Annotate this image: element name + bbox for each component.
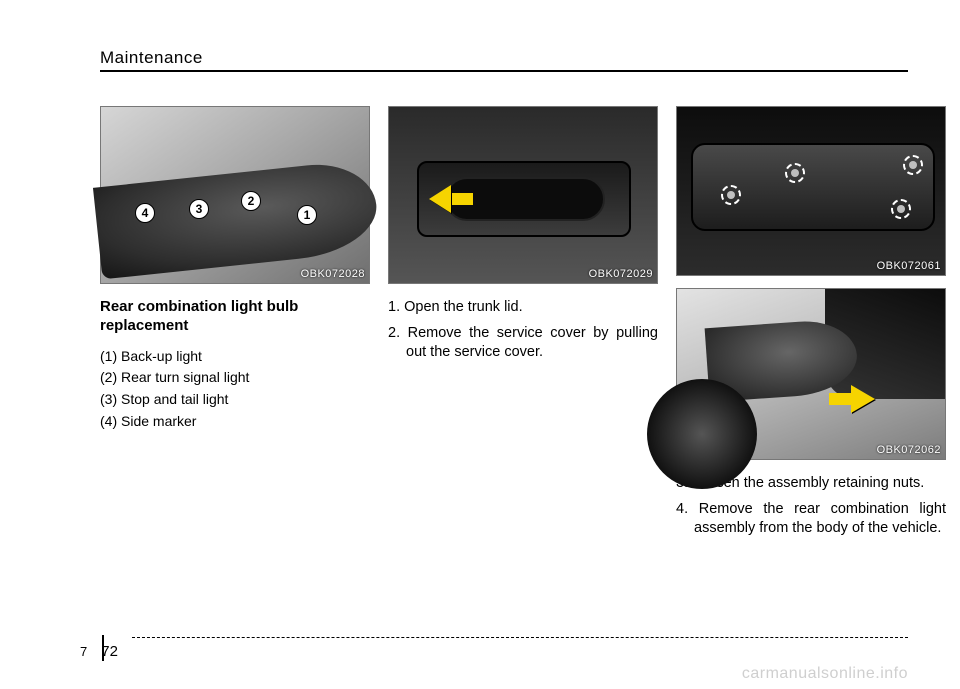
list-item: (4) Side marker — [100, 411, 370, 433]
figure-label: OBK072029 — [589, 268, 653, 280]
column-2: OBK072029 1. Open the trunk lid. 2. Remo… — [388, 106, 658, 545]
section-number: 7 — [74, 642, 93, 661]
step-2: 2. Remove the service cover by pulling o… — [388, 324, 658, 363]
step-1: 1. Open the trunk lid. — [388, 298, 658, 318]
nut-marker — [891, 199, 911, 219]
header-title: Maintenance — [100, 48, 908, 68]
content-columns: 1 2 3 4 OBK072028 Rear combination light… — [100, 106, 908, 545]
figure-service-cover: OBK072029 — [388, 106, 658, 284]
arrow-icon — [851, 385, 875, 413]
nut-marker — [721, 185, 741, 205]
steps-col2: 1. Open the trunk lid. 2. Remove the ser… — [388, 298, 658, 369]
figure-taillight: 1 2 3 4 OBK072028 — [100, 106, 370, 284]
parts-list: (1) Back-up light (2) Rear turn signal l… — [100, 346, 370, 433]
figure-trunk-inside: OBK072061 — [676, 106, 946, 276]
arrow-icon — [429, 185, 451, 213]
figure-label: OBK072062 — [877, 444, 941, 456]
watermark: carmanualsonline.info — [742, 665, 908, 683]
callout-4: 4 — [135, 203, 155, 223]
footer-rule — [132, 637, 908, 638]
nut-marker — [903, 155, 923, 175]
callout-1: 1 — [297, 205, 317, 225]
step-4: 4. Remove the rear combination light ass… — [676, 500, 946, 539]
page-header: Maintenance — [100, 48, 908, 72]
column-3: OBK072061 OBK072062 3. Loosen the assemb… — [676, 106, 946, 545]
list-item: (2) Rear turn signal light — [100, 367, 370, 389]
footer-divider — [102, 635, 104, 661]
column-1: 1 2 3 4 OBK072028 Rear combination light… — [100, 106, 370, 545]
manual-page: Maintenance 1 2 3 4 OBK072028 Rear combi… — [0, 0, 960, 689]
figure-label: OBK072028 — [301, 268, 365, 280]
page-footer: 7 72 — [0, 637, 960, 661]
nut-marker — [785, 163, 805, 183]
callout-2: 2 — [241, 191, 261, 211]
wheel — [647, 379, 757, 489]
list-item: (1) Back-up light — [100, 346, 370, 368]
page-number: 72 — [97, 642, 122, 661]
callout-3: 3 — [189, 199, 209, 219]
list-item: (3) Stop and tail light — [100, 389, 370, 411]
figure-label: OBK072061 — [877, 260, 941, 272]
footer-numbers: 7 72 — [74, 642, 908, 661]
section-subhead: Rear combination light bulb replacement — [100, 298, 370, 336]
header-rule — [100, 70, 908, 72]
figure-rear-exterior: OBK072062 — [676, 288, 946, 460]
